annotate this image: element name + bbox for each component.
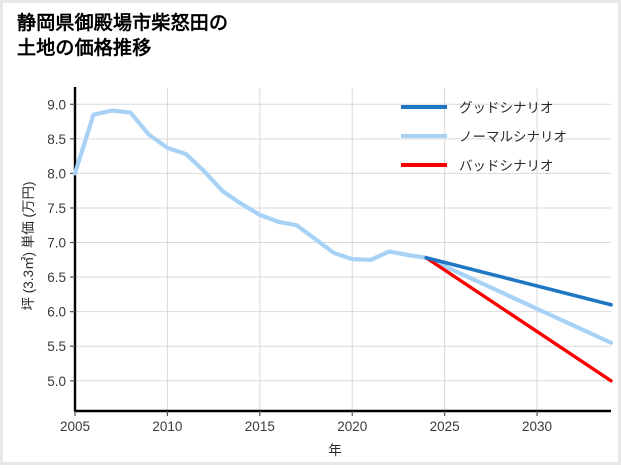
y-tick-label: 8.0 <box>47 166 66 181</box>
y-tick-labels: 5.0 5.5 6.0 6.5 7.0 7.5 8.0 8.5 9.0 <box>47 97 75 389</box>
legend-label: バッドシナリオ <box>459 159 554 174</box>
y-tick-label: 5.0 <box>47 374 66 389</box>
page-title: 静岡県御殿場市柴怒田の 土地の価格推移 <box>17 13 229 60</box>
x-tick-label: 2015 <box>245 419 275 434</box>
x-tick-label: 2025 <box>430 419 460 434</box>
x-tick-label: 2030 <box>522 419 552 434</box>
x-tick-labels: 2005 2010 2015 2020 2025 2030 <box>60 411 552 434</box>
series-line-good <box>424 255 613 307</box>
x-tick-label: 2020 <box>337 419 367 434</box>
y-tick-label: 5.5 <box>47 339 66 354</box>
series-line-bad <box>424 256 613 383</box>
x-axis-title: 年 <box>328 443 342 458</box>
axis-lines <box>73 87 611 413</box>
y-axis-title: 坪 (3.3㎡) 単価 (万円) <box>21 181 36 310</box>
y-tick-label: 6.0 <box>47 305 66 320</box>
y-tick-label: 8.5 <box>47 132 66 147</box>
y-tick-label: 7.0 <box>47 236 66 251</box>
y-tick-label: 9.0 <box>47 97 66 112</box>
chart-plot-area: 5.0 5.5 6.0 6.5 7.0 7.5 8.0 8.5 9.0 2005 2010 2015 2… <box>3 3 621 468</box>
x-tick-label: 2010 <box>152 419 182 434</box>
y-tick-label: 6.5 <box>47 270 66 285</box>
series-group <box>72 108 614 383</box>
y-tick-label: 7.5 <box>47 201 66 216</box>
legend-label: ノーマルシナリオ <box>459 130 567 145</box>
series-line-normal <box>72 108 614 345</box>
x-tick-label: 2005 <box>60 419 90 434</box>
legend-label: グッドシナリオ <box>459 101 554 116</box>
